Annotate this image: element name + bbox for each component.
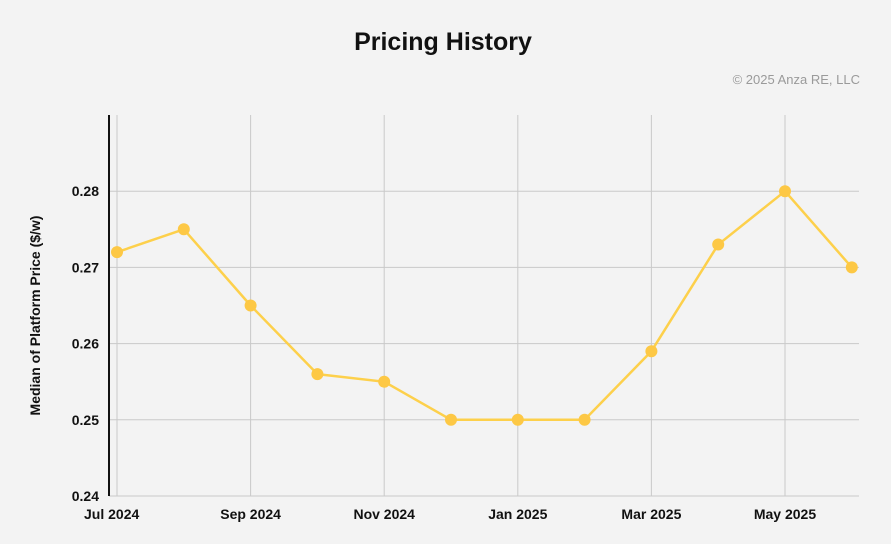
y-axis-title: Median of Platform Price ($/w) [27,216,43,416]
y-tick-label: 0.27 [72,259,99,275]
x-tick-label: Nov 2024 [353,506,415,522]
data-point [578,413,591,426]
data-point [445,413,457,426]
series-line [116,189,853,422]
data-point [645,345,658,358]
y-tick-label: 0.25 [72,412,99,428]
y-tick-label: 0.26 [72,336,99,352]
x-tick-label: May 2025 [754,506,816,522]
x-tick-label: Jul 2024 [84,506,139,522]
copyright-text: © 2025 Anza RE, LLC [732,72,860,87]
y-tick-label: 0.24 [72,488,99,504]
data-point [779,185,791,198]
data-point [378,375,391,388]
x-tick-label: Jan 2025 [488,506,547,522]
data-point [244,299,257,312]
data-point [845,261,858,274]
data-point [311,368,324,381]
x-tick-label: Mar 2025 [621,506,681,522]
chart-title: Pricing History [354,28,532,56]
data-point [111,246,123,259]
data-point [712,238,725,251]
x-tick-label: Sep 2024 [220,506,281,522]
data-point [177,223,190,236]
y-tick-label: 0.28 [72,183,99,199]
data-point [511,413,524,426]
